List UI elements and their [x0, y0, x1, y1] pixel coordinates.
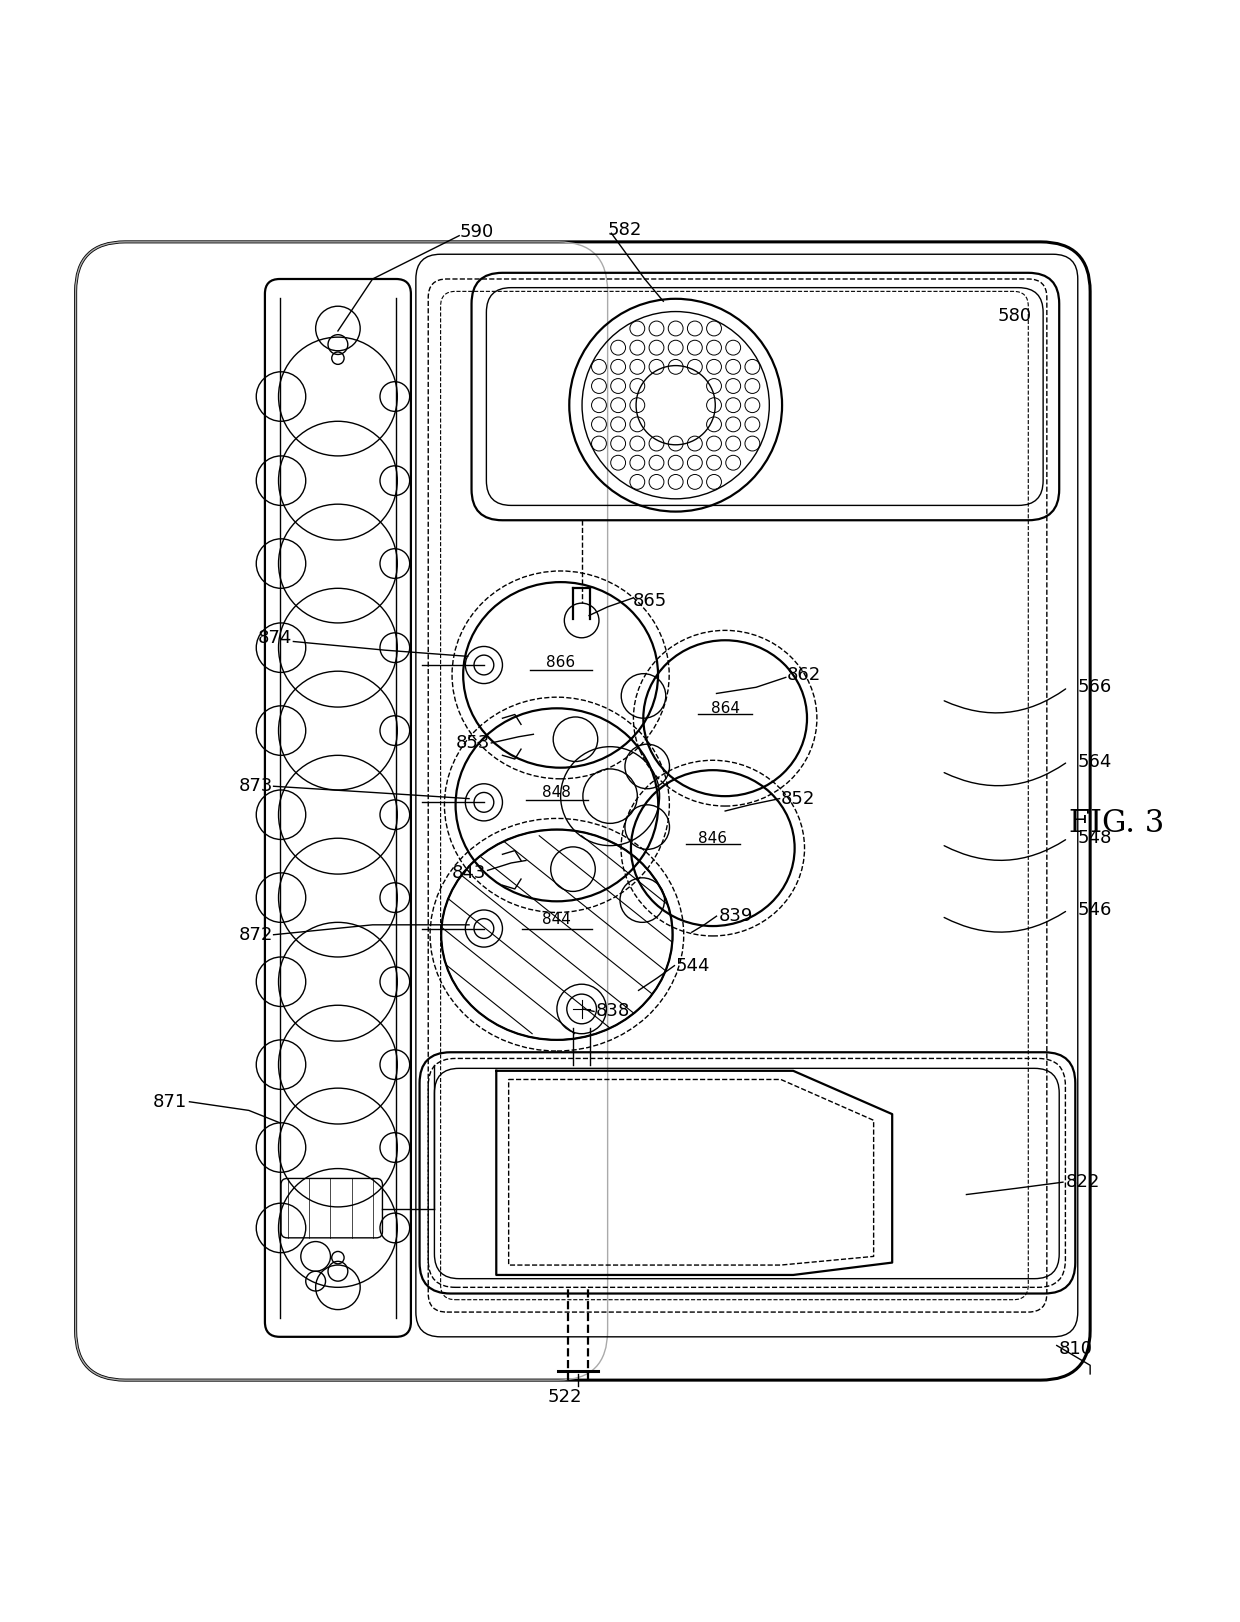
Text: 846: 846: [698, 830, 728, 845]
Text: 838: 838: [595, 1002, 630, 1020]
Text: 839: 839: [719, 907, 754, 925]
Text: 566: 566: [1078, 678, 1112, 696]
Text: 582: 582: [608, 221, 642, 238]
Text: 874: 874: [258, 629, 293, 647]
Text: 866: 866: [546, 655, 575, 670]
Text: 864: 864: [711, 701, 740, 715]
Text: 810: 810: [1059, 1340, 1094, 1358]
Text: 580: 580: [997, 307, 1032, 324]
Text: 848: 848: [542, 785, 572, 800]
Text: 862: 862: [787, 667, 821, 684]
Text: 843: 843: [453, 865, 486, 882]
Text: 548: 548: [1078, 829, 1112, 847]
Text: 853: 853: [456, 733, 490, 753]
Text: 844: 844: [542, 913, 572, 928]
Text: 871: 871: [153, 1093, 187, 1111]
Text: 822: 822: [1065, 1173, 1100, 1191]
Text: 852: 852: [781, 790, 815, 808]
Text: 564: 564: [1078, 753, 1112, 770]
Text: 546: 546: [1078, 900, 1112, 920]
Text: 522: 522: [547, 1388, 582, 1406]
Text: 872: 872: [239, 926, 274, 944]
Text: 544: 544: [676, 957, 711, 975]
Text: 873: 873: [239, 777, 274, 795]
Text: 590: 590: [459, 222, 494, 242]
Text: 865: 865: [632, 592, 667, 610]
Text: FIG. 3: FIG. 3: [1069, 808, 1164, 839]
